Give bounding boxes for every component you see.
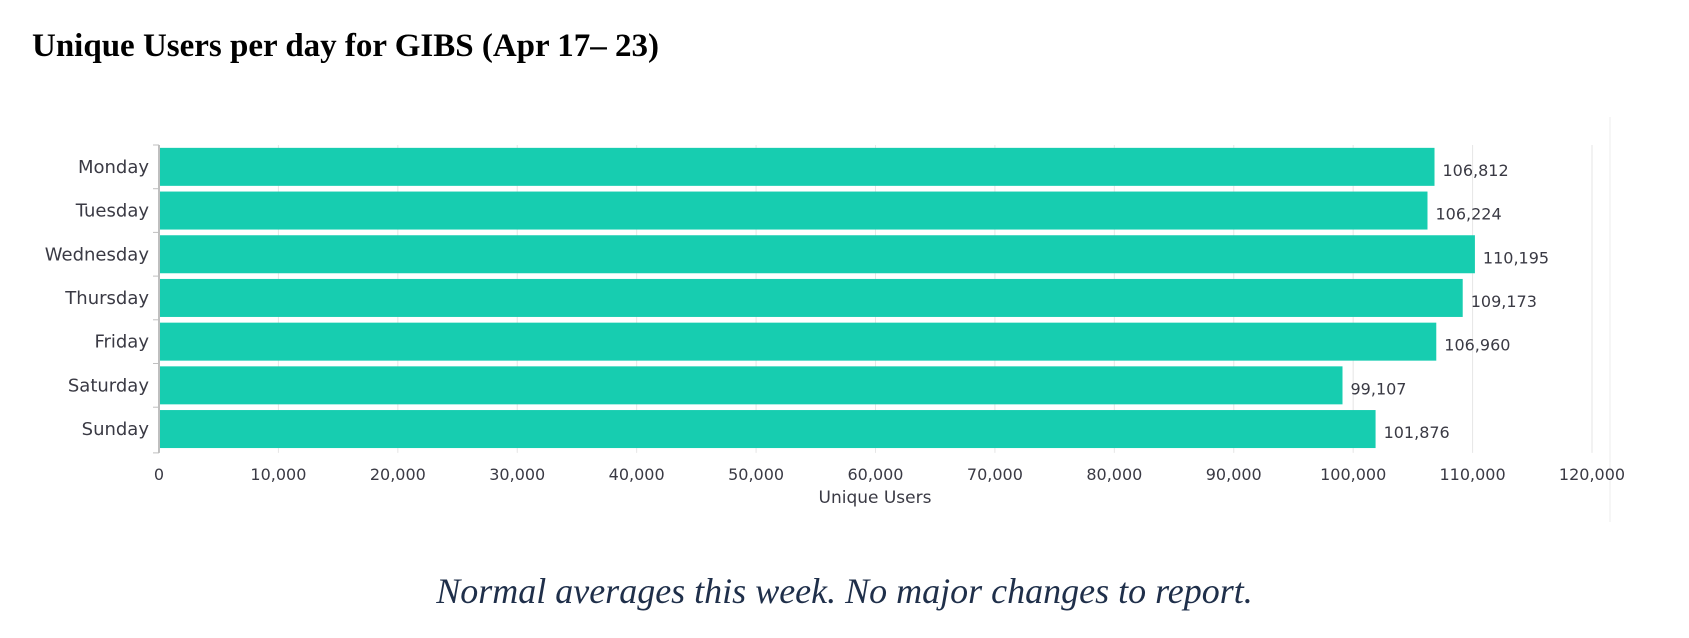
category-label: Friday [94,332,149,353]
data-label: 106,812 [1443,161,1509,180]
category-label: Thursday [64,288,149,309]
x-tick-label: 110,000 [1439,465,1505,484]
bar-chart: 0 10,000 20,000 30,000 40,000 50,000 60,000 70,… [45,117,1625,522]
data-label: 110,195 [1483,248,1549,267]
x-tick-label: 90,000 [1206,465,1262,484]
bar-wednesday [159,235,1475,274]
x-tick-label: 70,000 [967,465,1023,484]
category-label: Wednesday [45,244,150,265]
x-tick-label: 20,000 [370,465,426,484]
bar-saturday [159,366,1343,405]
x-tick-label: 40,000 [609,465,665,484]
x-tick-label: 10,000 [250,465,306,484]
bar-thursday [159,278,1463,317]
bar-friday [159,322,1437,361]
page-title: Unique Users per day for GIBS (Apr 17– 2… [32,28,660,64]
data-label: 99,107 [1351,379,1407,398]
category-label: Saturday [68,375,149,396]
category-label: Sunday [82,419,150,440]
data-label: 101,876 [1384,423,1450,442]
x-tick-label: 50,000 [728,465,784,484]
category-label: Tuesday [75,201,150,222]
axes: 0 10,000 20,000 30,000 40,000 50,000 60,000 70,… [45,144,1625,484]
bars [159,147,1475,449]
x-tick-label: 120,000 [1559,465,1625,484]
bar-sunday [159,410,1376,449]
x-tick-label: 30,000 [489,465,545,484]
data-label: 106,960 [1444,336,1510,355]
data-label: 109,173 [1471,292,1537,311]
x-tick-label: 100,000 [1320,465,1386,484]
x-axis-title: Unique Users [819,488,932,508]
x-tick-label: 60,000 [848,465,904,484]
bar-monday [159,147,1435,186]
x-tick-label: 0 [154,465,164,484]
category-label: Monday [78,157,149,178]
summary-note: Normal averages this week. No major chan… [436,571,1253,611]
data-label: 106,224 [1435,205,1501,224]
bar-tuesday [159,191,1428,230]
x-tick-label: 80,000 [1086,465,1142,484]
